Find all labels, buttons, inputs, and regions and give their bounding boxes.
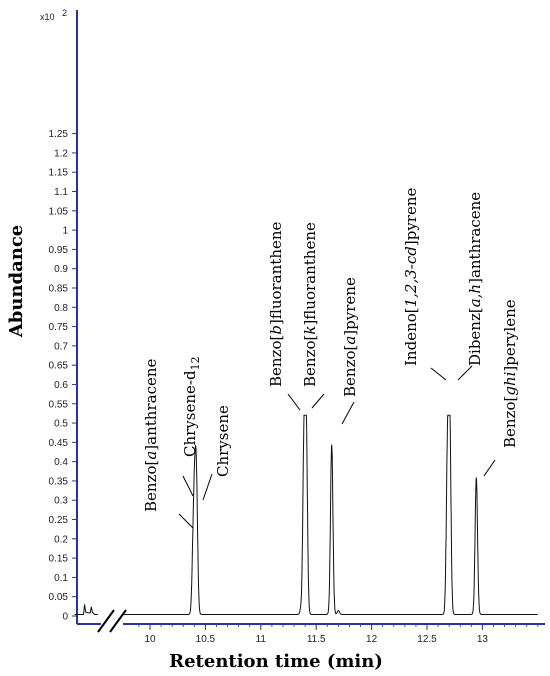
peak-label: Benzo[k]fluoranthene bbox=[301, 222, 319, 387]
peak-label-part: 12 bbox=[189, 356, 202, 370]
y-tick-label: 0.35 bbox=[49, 476, 69, 487]
y-tick-label: 0.75 bbox=[49, 322, 69, 333]
y-tick-label: 0.6 bbox=[54, 380, 68, 391]
y-tick-label: 1.1 bbox=[54, 187, 68, 198]
peak-label-part: ]fluoranthene bbox=[301, 222, 319, 326]
peak-label-part: Benzo[ bbox=[142, 460, 160, 512]
y-tick-label: 0.5 bbox=[54, 419, 68, 430]
y-tick-label: 0.95 bbox=[49, 245, 69, 256]
peak-label-part: ]pyrene bbox=[341, 277, 359, 336]
x-tick-label: 11.5 bbox=[307, 634, 326, 645]
x-tick-label: 13 bbox=[477, 634, 489, 645]
y-tick-label: 0.1 bbox=[54, 573, 68, 584]
y-tick-label: 0.85 bbox=[49, 283, 69, 294]
peak-label: Benzo[b]fluoranthene bbox=[267, 221, 285, 387]
peak-pointer-line bbox=[182, 475, 194, 497]
peak-label: Chrysene bbox=[214, 405, 232, 477]
peak-pointer-line bbox=[483, 459, 496, 477]
peak-label-part: b bbox=[267, 325, 285, 335]
y-tick-label: 0.8 bbox=[54, 303, 68, 314]
peak-label: Benzo[a]anthracene bbox=[142, 358, 160, 512]
peak-label-part: ]fluoranthene bbox=[267, 221, 285, 325]
y-axis-title: Abundance bbox=[6, 225, 27, 338]
peak-label-part: 1,2,3-cd bbox=[402, 246, 420, 307]
initial-trace bbox=[74, 604, 98, 615]
peak-label-part: ]anthracene bbox=[466, 192, 484, 284]
peak-pointer-line bbox=[430, 367, 447, 381]
peak-label-part: ghi bbox=[501, 371, 519, 395]
y-tick-label: 0.45 bbox=[49, 438, 69, 449]
y-tick-label: 0.7 bbox=[54, 341, 68, 352]
axis-break-marker bbox=[97, 609, 127, 634]
axis-break-gap bbox=[101, 612, 123, 634]
peak-label: Indeno[1,2,3-cd]pyrene bbox=[402, 188, 420, 366]
peak-label-part: ]pyrene bbox=[402, 188, 420, 247]
y-tick-label: 0 bbox=[62, 612, 68, 623]
peak-label: Benzo[ghi]perylene bbox=[501, 299, 519, 448]
y-tick-label: 0.4 bbox=[54, 457, 68, 468]
peak-label: Dibenz[a,h]anthracene bbox=[466, 192, 484, 366]
peak-label-part: Indeno[ bbox=[402, 307, 420, 366]
y-scale-prefix: x10 bbox=[40, 12, 55, 22]
peak-pointer-line bbox=[287, 393, 301, 411]
peak-label-part: a bbox=[142, 451, 160, 460]
y-tick-label: 0.55 bbox=[49, 399, 69, 410]
y-tick-label: 1.25 bbox=[49, 129, 69, 140]
y-tick-label: 1.05 bbox=[49, 206, 69, 217]
peak-label-part: Dibenz[ bbox=[466, 307, 484, 366]
x-tick-label: 12.5 bbox=[417, 634, 437, 645]
y-tick-label: 0.3 bbox=[54, 496, 68, 507]
peak-label-part: Benzo[ bbox=[341, 345, 359, 397]
peak-label-part: Benzo[ bbox=[501, 396, 519, 448]
y-tick-label: 0.65 bbox=[49, 361, 69, 372]
chromatogram-traces bbox=[74, 414, 538, 615]
y-tick-label: 0.25 bbox=[49, 515, 69, 526]
peak-label: Chrysene-d12 bbox=[181, 356, 202, 457]
y-tick-label: 0.2 bbox=[54, 534, 68, 545]
peak-label-part: a,h bbox=[466, 284, 484, 307]
y-tick-label: 1 bbox=[62, 226, 68, 237]
axis-break-slash bbox=[97, 609, 115, 633]
y-scale-label: x10 2 bbox=[40, 8, 67, 22]
peak-label: Benzo[a]pyrene bbox=[341, 277, 359, 397]
x-tick-label: 10.5 bbox=[196, 634, 216, 645]
main-trace bbox=[119, 414, 538, 615]
axis-break-slash bbox=[109, 609, 127, 633]
peak-pointer-line bbox=[457, 365, 473, 381]
peak-label-part: ]anthracene bbox=[142, 358, 160, 450]
peak-pointer-line bbox=[311, 393, 325, 409]
peak-label-part: ]perylene bbox=[501, 299, 519, 371]
y-tick-label: 0.05 bbox=[49, 592, 69, 603]
x-tick-label: 12 bbox=[366, 634, 378, 645]
peak-pointer-line bbox=[341, 401, 355, 425]
x-tick-label: 10 bbox=[144, 634, 156, 645]
y-tick-label: 1.2 bbox=[54, 148, 68, 159]
peak-label-part: Chrysene-d bbox=[181, 370, 199, 457]
y-tick-label: 1.15 bbox=[49, 168, 69, 179]
peak-label-part: Chrysene bbox=[214, 405, 232, 477]
y-scale-exponent: 2 bbox=[62, 8, 67, 18]
peak-label-part: a bbox=[341, 336, 359, 345]
x-axis-ticks: 10 10.5 11 11.5 12 12.5 13 bbox=[138, 624, 539, 645]
peak-pointer-line bbox=[178, 513, 194, 529]
peak-label-part: k bbox=[301, 326, 319, 335]
peak-pointer-line bbox=[202, 473, 213, 501]
peak-annotations: Benzo[a]anthracene Chrysene-d12ChryseneBe… bbox=[142, 188, 519, 529]
x-tick-label: 11 bbox=[256, 634, 267, 645]
peak-label-part: Benzo[ bbox=[301, 335, 319, 387]
y-tick-label: 0.9 bbox=[54, 264, 68, 275]
x-axis-title: Retention time (min) bbox=[169, 651, 383, 672]
y-tick-label: 0.15 bbox=[49, 554, 69, 565]
y-axis-ticks: 0 0.05 0.1 0.15 0.2 0.25 0.3 0.35 0.4 0.45 0.5 0.55… bbox=[49, 129, 77, 623]
peak-label-part: Benzo[ bbox=[267, 335, 285, 387]
